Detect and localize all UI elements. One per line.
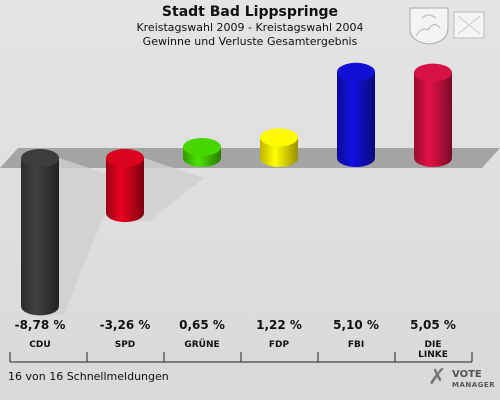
bar-fdp <box>260 128 298 167</box>
bar-body <box>414 72 452 167</box>
value-label: -3,26 % <box>99 318 151 332</box>
category-label-line: FDP <box>268 340 290 350</box>
category-label: GRÜNE <box>167 340 237 350</box>
chart-subtitle: Kreistagswahl 2009 - Kreistagswahl 2004 <box>136 21 364 34</box>
category-label: DIE LINKE <box>398 340 468 360</box>
category-label: FBI <box>321 340 391 350</box>
bar-body <box>337 71 375 167</box>
value-label: 5,10 % <box>333 318 379 332</box>
vote-checkmark-icon: ✗ <box>428 365 447 390</box>
category-label-line: CDU <box>29 340 51 350</box>
value-label: 0,65 % <box>179 318 225 332</box>
bar-cap <box>106 149 144 167</box>
bar-die-linke <box>414 63 452 167</box>
vote-manager-logo: VOTE MANAGER <box>452 370 495 390</box>
bar-cap <box>183 138 221 157</box>
chart-subtitle-2: Gewinne und Verluste Gesamtergebnis <box>142 35 358 48</box>
bar-cap <box>260 128 298 147</box>
bar-cap <box>414 63 452 82</box>
bar-cap <box>337 62 375 81</box>
bar-body <box>21 158 59 316</box>
value-label: -8,78 % <box>14 318 66 332</box>
footer-text: 16 von 16 Schnellmeldungen <box>8 370 169 383</box>
bar-cap <box>21 149 59 167</box>
category-label: FDP <box>244 340 314 350</box>
chart-title: Stadt Bad Lippspringe <box>161 4 339 20</box>
bar-cdu <box>21 149 59 316</box>
bar-fbi <box>337 62 375 167</box>
value-label: 5,05 % <box>410 318 456 332</box>
bar-grüne <box>183 138 221 167</box>
bar-spd <box>106 149 144 223</box>
title-block: Stadt Bad Lippspringe Kreistagswahl 2009… <box>0 4 500 49</box>
logo-line-1: VOTE <box>452 369 482 380</box>
value-label: 1,22 % <box>256 318 302 332</box>
category-label-line: LINKE <box>418 350 448 360</box>
category-label-line: DIE <box>424 340 442 350</box>
category-label-line: GRÜNE <box>184 340 220 350</box>
category-label: SPD <box>90 340 160 350</box>
logo-line-2: MANAGER <box>452 381 496 389</box>
bar-body <box>106 158 144 223</box>
coat-of-arms-icon <box>409 7 485 45</box>
category-label-line: FBI <box>347 340 365 350</box>
category-label: CDU <box>5 340 75 350</box>
category-label-line: SPD <box>114 340 136 350</box>
